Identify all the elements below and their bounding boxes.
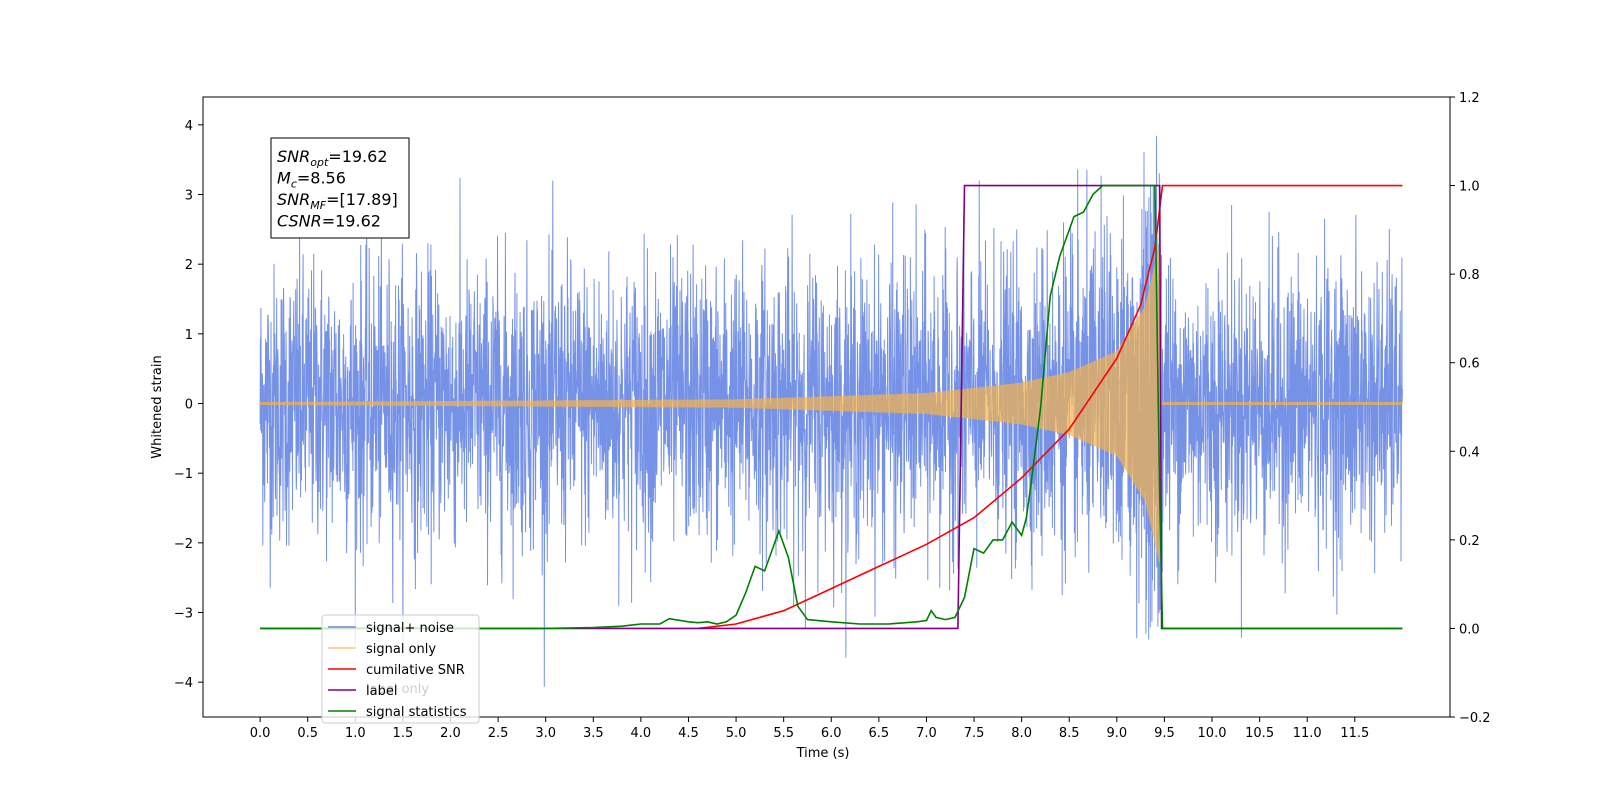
y-tick-label: 4 bbox=[185, 119, 193, 134]
y2-tick-label: 0.6 bbox=[1459, 357, 1480, 372]
stats-line: SNRopt=19.62 bbox=[277, 147, 388, 169]
y-axis: 4 3 2 1 0 −1 −2 −3 −4 bbox=[174, 119, 203, 691]
x-tick-label: 5.0 bbox=[726, 726, 747, 741]
y2-tick-label: 0.8 bbox=[1459, 268, 1480, 283]
stats-line: Mc=8.56 bbox=[277, 169, 346, 191]
x-tick-label: 4.0 bbox=[631, 726, 652, 741]
legend-label: signal+ noise bbox=[366, 621, 454, 636]
x-axis: 0.0 0.5 1.0 1.5 2.0 2.5 3.0 3.5 4.0 4.5 5.0 5.5 6.0 6… bbox=[250, 717, 1369, 741]
plot-frame bbox=[202, 96, 1451, 718]
x-tick-label: 11.0 bbox=[1293, 726, 1322, 741]
series-cumulative-snr bbox=[697, 184, 1403, 630]
y-tick-label: 1 bbox=[185, 328, 193, 343]
x-tick-label: 10.0 bbox=[1198, 726, 1227, 741]
y-axis-label: Whitened strain bbox=[150, 355, 165, 458]
x-tick-label: 9.5 bbox=[1154, 726, 1175, 741]
x-tick-label: 1.5 bbox=[393, 726, 414, 741]
y2-tick-label: 1.2 bbox=[1459, 91, 1480, 106]
x-tick-label: 2.5 bbox=[488, 726, 509, 741]
x-tick-label: 0.5 bbox=[297, 726, 318, 741]
x-tick-label: 3.5 bbox=[583, 726, 604, 741]
x-tick-label: 6.5 bbox=[869, 726, 890, 741]
legend-label: signal only bbox=[366, 642, 436, 657]
stats-line: SNRMF=[17.89] bbox=[277, 190, 398, 212]
x-tick-label: 5.5 bbox=[773, 726, 794, 741]
legend-label: signal statistics bbox=[366, 705, 467, 720]
y-tick-label: −2 bbox=[174, 537, 193, 552]
y-tick-label: −3 bbox=[174, 607, 193, 622]
y2-tick-label: 0.2 bbox=[1459, 534, 1480, 549]
x-tick-label: 6.0 bbox=[821, 726, 842, 741]
x-tick-label: 2.0 bbox=[440, 726, 461, 741]
x-tick-label: 7.5 bbox=[964, 726, 985, 741]
x-tick-label: 9.0 bbox=[1106, 726, 1127, 741]
x-tick-label: 11.5 bbox=[1340, 726, 1369, 741]
x-tick-label: 7.0 bbox=[916, 726, 937, 741]
stats-annotation-box: SNRopt=19.62Mc=8.56SNRMF=[17.89]CSNR=19.… bbox=[270, 137, 410, 239]
y-tick-label: 0 bbox=[185, 398, 193, 413]
series-signal-statistics bbox=[260, 184, 1403, 630]
stats-line: CSNR=19.62 bbox=[277, 212, 381, 231]
x-axis-label: Time (s) bbox=[796, 746, 850, 761]
x-tick-label: 8.5 bbox=[1059, 726, 1080, 741]
x-tick-label: 1.0 bbox=[345, 726, 366, 741]
y2-tick-label: 1.0 bbox=[1459, 180, 1480, 195]
y2-axis: 1.2 1.0 0.8 0.6 0.4 0.2 0.0 −0.2 bbox=[1450, 91, 1491, 726]
series-signal-only bbox=[259, 245, 1403, 564]
stats-box-frame bbox=[270, 137, 410, 239]
y-tick-label: 2 bbox=[185, 258, 193, 273]
y2-tick-label: −0.2 bbox=[1459, 711, 1491, 726]
y2-tick-label: 0.4 bbox=[1459, 445, 1480, 460]
legend-frame bbox=[321, 614, 480, 724]
x-tick-label: 3.0 bbox=[535, 726, 556, 741]
plot-area bbox=[259, 135, 1403, 687]
x-tick-label: 8.0 bbox=[1011, 726, 1032, 741]
x-tick-label: 0.0 bbox=[250, 726, 271, 741]
y-tick-label: −4 bbox=[174, 676, 193, 691]
y-tick-label: −1 bbox=[174, 467, 193, 482]
legend-label: label bbox=[366, 684, 397, 699]
y-tick-label: 3 bbox=[185, 189, 193, 204]
x-tick-label: 4.5 bbox=[678, 726, 699, 741]
y2-tick-label: 0.0 bbox=[1459, 622, 1480, 637]
x-tick-label: 10.5 bbox=[1245, 726, 1274, 741]
series-signal-noise bbox=[259, 135, 1403, 687]
legend-label: cumilative SNR bbox=[366, 663, 465, 678]
